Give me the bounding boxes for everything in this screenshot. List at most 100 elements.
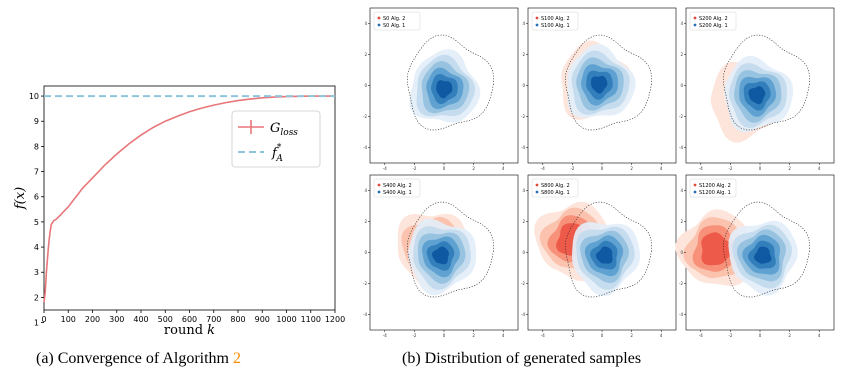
y-tick-label: 7 xyxy=(34,168,39,177)
mini-legend-alg1: S200 Alg. 1 xyxy=(699,23,728,29)
alg1-density-level xyxy=(748,86,766,105)
mini-legend-alg1: S1200 Alg. 1 xyxy=(699,190,731,196)
series-line-0 xyxy=(43,95,335,303)
caption-a: (a) Convergence of Algorithm 2 xyxy=(36,350,241,367)
x-tick-label: 500 xyxy=(158,315,173,324)
y-axis-label: f(x) xyxy=(13,187,28,210)
x-tick-label: 4 xyxy=(660,166,663,171)
y-tick-label: 2 xyxy=(522,52,525,57)
legend-label-fa: f* A xyxy=(271,143,283,164)
x-tick-label: -4 xyxy=(541,166,545,171)
x-tick-label: -4 xyxy=(699,333,703,338)
mini-legend-alg1: S800 Alg. 1 xyxy=(541,190,570,196)
y-tick-label: -4 xyxy=(521,145,525,150)
y-tick-label: 4 xyxy=(680,21,683,26)
y-tick-label: 4 xyxy=(680,188,683,193)
x-tick-label: 4 xyxy=(818,166,821,171)
x-tick-label: 2 xyxy=(472,166,475,171)
alg1-marker xyxy=(377,23,381,27)
alg1-marker xyxy=(535,190,539,194)
y-tick-label: 2 xyxy=(680,219,683,224)
x-tick-label: 300 xyxy=(109,315,124,324)
mini-legend-box xyxy=(689,11,737,31)
x-tick-label: 2 xyxy=(630,333,633,338)
y-tick-label: 4 xyxy=(364,21,367,26)
y-tick-label: 0 xyxy=(364,83,367,88)
y-tick-label: -4 xyxy=(679,145,683,150)
y-tick-label: -2 xyxy=(679,114,683,119)
y-tick-label: 2 xyxy=(680,52,683,57)
x-tick-label: -4 xyxy=(383,166,387,171)
mini-legend-alg2: S100 Alg. 2 xyxy=(541,16,570,22)
x-tick-label: 0 xyxy=(601,333,604,338)
alg2-density-level xyxy=(701,232,734,266)
x-tick-label: 1000 xyxy=(276,315,296,324)
alg1-marker xyxy=(377,190,381,194)
alg2-marker xyxy=(535,183,539,187)
x-tick-label: -2 xyxy=(412,166,416,171)
alg2-marker xyxy=(377,183,381,187)
mini-legend-alg2: S1200 Alg. 2 xyxy=(699,183,731,189)
legend-label-gloss: Gloss xyxy=(270,121,298,138)
y-tick-label: 6 xyxy=(34,193,39,202)
x-tick-label: 4 xyxy=(818,333,821,338)
mini-legend-alg1: S0 Alg. 1 xyxy=(383,23,405,29)
x-tick-label: 0 xyxy=(759,333,762,338)
target-contour xyxy=(564,34,653,131)
x-tick-label: 4 xyxy=(502,333,505,338)
x-tick-label: 4 xyxy=(660,333,663,338)
x-tick-label: -2 xyxy=(570,166,574,171)
mini-legend-alg2: S0 Alg. 2 xyxy=(383,16,405,22)
y-tick-label: 1 xyxy=(34,319,39,328)
x-tick-label: -2 xyxy=(412,333,416,338)
target-contour xyxy=(406,34,495,131)
x-tick-label: -4 xyxy=(699,166,703,171)
x-tick-label: 0 xyxy=(443,333,446,338)
y-tick-label: 2 xyxy=(34,293,39,302)
alg2-marker xyxy=(535,16,539,20)
y-tick-label: 10 xyxy=(29,92,39,101)
mini-legend-box xyxy=(531,178,579,198)
mini-legend-box xyxy=(373,11,421,31)
alg1-marker xyxy=(535,23,539,27)
x-tick-label: 800 xyxy=(230,315,245,324)
alg2-marker xyxy=(377,16,381,20)
y-tick-label: -2 xyxy=(521,114,525,119)
x-tick-label: 0 xyxy=(41,315,46,324)
y-tick-label: 2 xyxy=(364,219,367,224)
alg2-marker xyxy=(693,183,697,187)
y-tick-label: 4 xyxy=(522,21,525,26)
x-tick-label: 1100 xyxy=(301,315,321,324)
y-tick-label: -2 xyxy=(679,281,683,286)
mini-legend-alg2: S800 Alg. 2 xyxy=(541,183,570,189)
x-tick-label: 1200 xyxy=(325,315,345,324)
x-tick-label: 2 xyxy=(472,333,475,338)
x-tick-label: 4 xyxy=(502,166,505,171)
convergence-chart: 0 100 200 300 400 500 600 700 800 900 1000 1100 1200… xyxy=(13,85,345,338)
x-tick-label: 0 xyxy=(759,166,762,171)
mini-legend-alg2: S400 Alg. 2 xyxy=(383,183,412,189)
x-tick-label: 100 xyxy=(61,315,76,324)
x-tick-label: 2 xyxy=(630,166,633,171)
caption-a-number: 2 xyxy=(233,350,241,367)
y-tick-label: 0 xyxy=(522,250,525,255)
x-tick-label: -2 xyxy=(728,166,732,171)
x-tick-label: -2 xyxy=(570,333,574,338)
alg1-density-level xyxy=(591,75,608,94)
x-tick-label: 900 xyxy=(255,315,270,324)
y-tick-label: 0 xyxy=(680,250,683,255)
x-tick-label: 200 xyxy=(85,315,100,324)
y-tick-label: 2 xyxy=(364,52,367,57)
x-tick-label: 400 xyxy=(133,315,148,324)
x-tick-label: -2 xyxy=(728,333,732,338)
mini-legend-box xyxy=(531,11,579,31)
y-tick-label: 3 xyxy=(34,268,39,277)
x-axis-label: round k xyxy=(164,323,215,338)
y-tick-label: 8 xyxy=(34,142,39,151)
y-tick-label: -2 xyxy=(521,281,525,286)
y-tick-label: -4 xyxy=(521,312,525,317)
y-tick-label: 4 xyxy=(364,188,367,193)
